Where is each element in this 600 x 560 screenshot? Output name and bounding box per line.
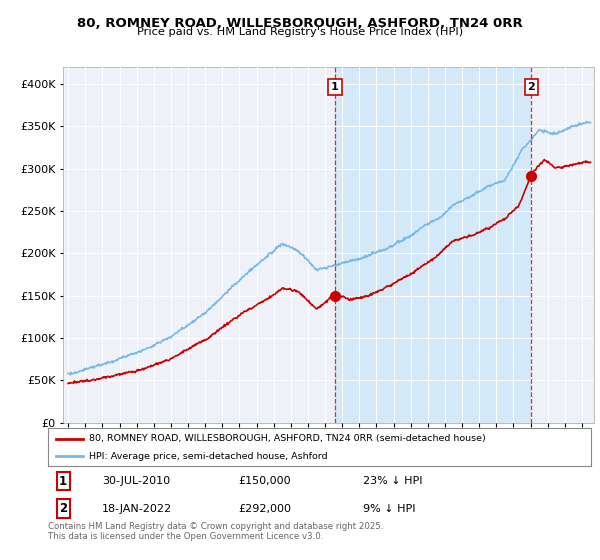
Text: 9% ↓ HPI: 9% ↓ HPI [363,503,415,514]
Text: 18-JAN-2022: 18-JAN-2022 [103,503,172,514]
Text: 80, ROMNEY ROAD, WILLESBOROUGH, ASHFORD, TN24 0RR: 80, ROMNEY ROAD, WILLESBOROUGH, ASHFORD,… [77,17,523,30]
Text: 23% ↓ HPI: 23% ↓ HPI [363,477,422,487]
Text: 1: 1 [331,82,339,92]
Text: £292,000: £292,000 [238,503,291,514]
Text: 2: 2 [59,502,67,515]
Text: 30-JUL-2010: 30-JUL-2010 [103,477,170,487]
Text: 1: 1 [59,475,67,488]
Text: £150,000: £150,000 [238,477,290,487]
Text: 80, ROMNEY ROAD, WILLESBOROUGH, ASHFORD, TN24 0RR (semi-detached house): 80, ROMNEY ROAD, WILLESBOROUGH, ASHFORD,… [89,434,485,443]
Text: Price paid vs. HM Land Registry's House Price Index (HPI): Price paid vs. HM Land Registry's House … [137,27,463,37]
Text: 2: 2 [527,82,535,92]
Bar [335,67,532,423]
Text: Contains HM Land Registry data © Crown copyright and database right 2025.
This d: Contains HM Land Registry data © Crown c… [48,522,383,542]
Text: HPI: Average price, semi-detached house, Ashford: HPI: Average price, semi-detached house,… [89,452,328,461]
